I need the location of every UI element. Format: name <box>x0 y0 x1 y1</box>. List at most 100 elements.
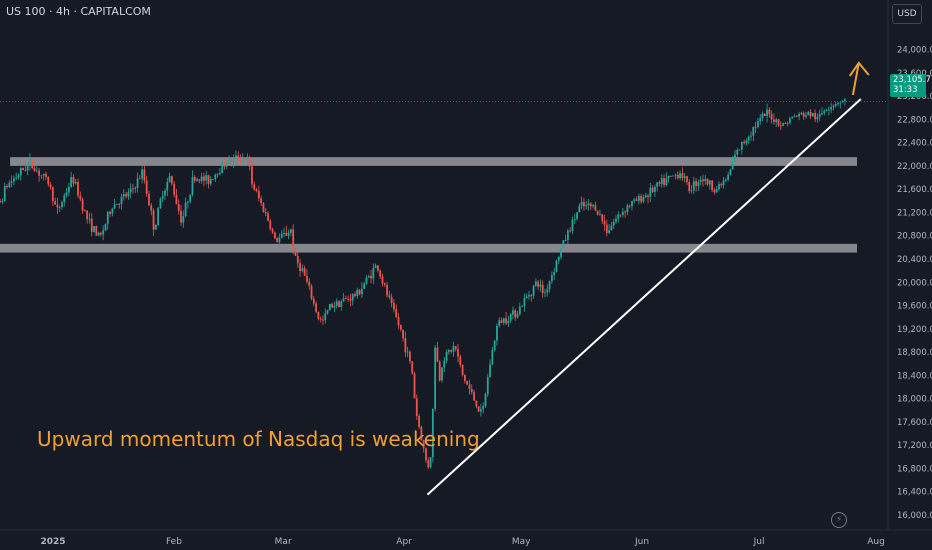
candle-body <box>132 188 134 190</box>
candle-body <box>296 255 299 264</box>
candle-body <box>482 406 485 410</box>
candle-body <box>168 176 171 183</box>
candle-body <box>518 306 521 315</box>
candle-body <box>129 188 132 193</box>
candle-body <box>221 162 224 174</box>
candle-body <box>459 356 462 365</box>
candle-body <box>477 406 480 412</box>
resistance-zone[interactable] <box>10 157 857 166</box>
candle-body <box>546 289 549 293</box>
candle-body <box>77 181 79 196</box>
candle-body <box>521 305 524 307</box>
candle-body <box>713 189 716 193</box>
candle-body <box>116 204 118 205</box>
candle-body <box>779 125 782 127</box>
candle-body <box>177 204 180 211</box>
candle-body <box>825 110 828 111</box>
candle-body <box>360 288 363 295</box>
up-arrow-shaft[interactable] <box>851 62 860 96</box>
candle-body <box>324 313 327 321</box>
y-tick-label: 16,000.0 <box>897 511 932 521</box>
candle-body <box>79 195 82 200</box>
candle-body <box>415 398 418 416</box>
candle-body <box>203 176 205 181</box>
candle-body <box>724 179 727 181</box>
candle-body <box>754 126 757 128</box>
candle-body <box>349 299 352 301</box>
chart-annotation: Upward momentum of Nasdaq is weakening <box>37 427 480 451</box>
candle-body <box>145 180 148 194</box>
candle-body <box>811 113 814 117</box>
lightning-icon[interactable]: ⚡ <box>831 512 847 528</box>
candle-body <box>470 389 473 393</box>
candle-body <box>150 205 153 211</box>
candle-body <box>6 186 8 188</box>
candle-body <box>580 202 583 206</box>
candle-body <box>406 351 409 353</box>
candle-body <box>541 284 544 293</box>
candles <box>0 97 846 470</box>
candle-body <box>608 230 611 233</box>
candle-body <box>763 113 766 117</box>
candle-body <box>706 178 709 185</box>
candle-body <box>205 175 208 181</box>
candle-body <box>557 257 560 261</box>
candle-body <box>351 294 354 301</box>
candle-body <box>340 301 343 308</box>
candle-body <box>409 351 411 362</box>
candle-body <box>303 268 306 276</box>
candle-body <box>402 329 404 339</box>
candle-body <box>809 111 812 117</box>
candle-body <box>454 346 457 350</box>
candle-body <box>372 268 375 279</box>
candle-body <box>386 285 388 296</box>
candle-body <box>285 232 288 236</box>
candle-body <box>49 184 52 188</box>
candle-body <box>239 159 242 161</box>
candle-body <box>832 105 835 107</box>
candle-body <box>514 310 517 318</box>
candle-body <box>109 211 111 214</box>
candle-body <box>214 174 217 180</box>
trendline[interactable] <box>426 98 862 496</box>
candle-body <box>280 233 283 238</box>
candle-body <box>19 167 22 176</box>
candle-body <box>173 183 176 195</box>
candle-body <box>93 226 95 232</box>
candle-body <box>232 157 235 163</box>
candle-body <box>461 364 464 375</box>
candle-body <box>374 265 377 269</box>
candle-body <box>447 350 450 352</box>
candle-body <box>555 260 558 272</box>
candle-body <box>251 166 253 185</box>
candle-body <box>436 347 439 362</box>
candle-body <box>395 309 398 318</box>
candle-body <box>553 271 556 276</box>
candle-body <box>528 294 530 297</box>
candle-body <box>159 198 162 209</box>
candle-body <box>560 248 562 258</box>
candle-body <box>122 194 125 197</box>
candle-body <box>127 192 130 197</box>
candle-body <box>397 317 400 325</box>
candle-body <box>322 319 324 321</box>
candle-body <box>692 181 695 191</box>
candle-body <box>793 116 796 117</box>
candle-body <box>466 381 469 385</box>
candle-body <box>777 119 780 126</box>
candle-body <box>278 237 281 242</box>
up-arrow-head[interactable] <box>848 61 870 77</box>
y-tick-label: 20,400.0 <box>897 255 932 265</box>
support-zone[interactable] <box>0 243 857 253</box>
candle-body <box>312 298 315 304</box>
candle-body <box>56 204 59 208</box>
candle-body <box>347 298 350 300</box>
candle-body <box>502 318 505 323</box>
candle-body <box>40 175 43 177</box>
candle-body <box>310 285 313 299</box>
candle-body <box>182 216 185 223</box>
currency-button[interactable]: USD <box>892 4 922 24</box>
candle-body <box>562 240 565 249</box>
candle-body <box>61 202 63 208</box>
